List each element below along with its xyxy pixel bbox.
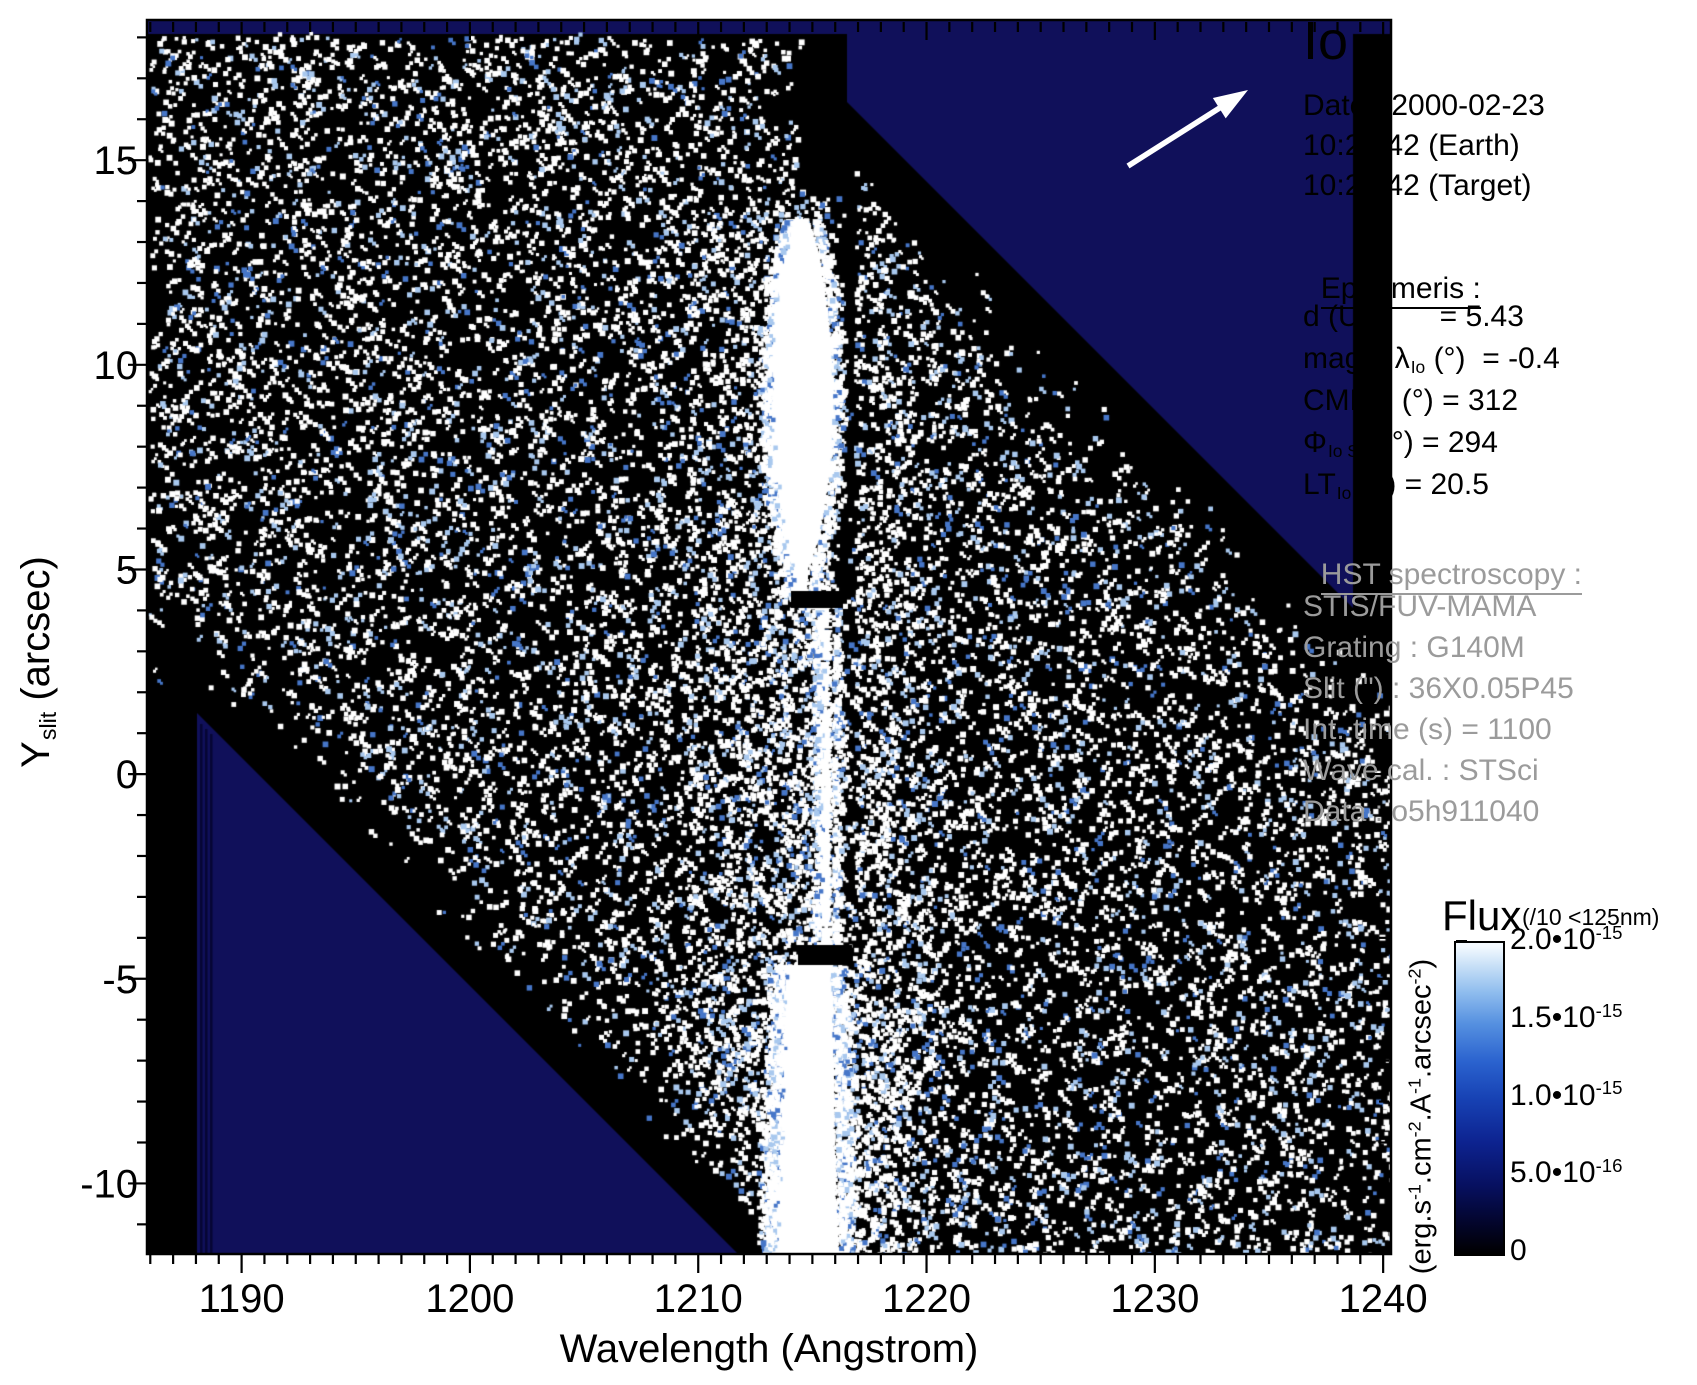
ephemeris-heading: Ephemeris : [1320, 272, 1481, 309]
ephemeris-line: magn. λIo (°) = -0.4 [1303, 342, 1560, 378]
y-tick-label: -5 [102, 958, 138, 1002]
colorbar-tick-label: 5.0•10-16 [1510, 1155, 1623, 1190]
y-axis-title: Yslit (arcsec) [14, 556, 61, 768]
observation-line: 10:24:42 (Earth) [1303, 129, 1520, 162]
ephemeris-line: d (UA) = 5.43 [1303, 300, 1524, 333]
observation-line: Date : 2000-02-23 [1303, 89, 1545, 122]
colorbar-tick-label: 0 [1510, 1234, 1527, 1267]
y-tick-label: 15 [94, 139, 139, 183]
y-tick-label: 0 [116, 753, 138, 797]
ephemeris-line: ΦIo SIII (°) = 294 [1303, 426, 1498, 462]
colorbar-tick-label: 2.0•10-15 [1510, 921, 1623, 956]
ephemeris-line: LTIo (h) = 20.5 [1303, 468, 1489, 504]
y-tick-label: 5 [116, 548, 138, 592]
page-title: Io [1303, 11, 1349, 71]
colorbar-note: (/10 <125nm) [1522, 904, 1660, 930]
colorbar-tick-label: 1.5•10-15 [1510, 999, 1623, 1034]
hst-line: STIS/FUV-MAMA [1303, 590, 1537, 623]
observation-line: 10:24:42 (Target) [1303, 169, 1532, 202]
x-tick-label: 1190 [199, 1277, 285, 1321]
colorbar-tick-label: 1.0•10-15 [1510, 1077, 1623, 1112]
ephemeris-block: d (UA) = 5.43 magn. λIo (°) = -0.4 CMLSIII… [1303, 300, 1560, 510]
hst-line: Int. time (s) = 1100 [1303, 713, 1552, 746]
ephemeris-line: CMLSIII (°) = 312 [1303, 384, 1519, 420]
ephemeris-heading-wrap: Ephemeris : [1303, 254, 1481, 327]
x-tick-label: 1200 [425, 1277, 514, 1321]
x-axis-title: Wavelength (Angstrom) [560, 1327, 979, 1371]
hst-line: Slit (") : 36X0.05P45 [1303, 672, 1574, 705]
y-tick-label: -10 [80, 1162, 138, 1206]
hst-line: Grating : G140M [1303, 631, 1525, 664]
observation-block: Date : 2000-02-23 10:24:42 (Earth) 10:24:4… [1303, 86, 1545, 206]
colorbar-title: Flux [1442, 892, 1522, 939]
hst-block: STIS/FUV-MAMA Grating : G140M Slit (") : 3… [1303, 590, 1574, 836]
spectral-image [148, 21, 1390, 1253]
colorbar-unit-label: (erg.s-1.cm-2.A-1.arcsec-2) [1404, 958, 1438, 1275]
colorbar-gradient [1454, 941, 1505, 1256]
hst-heading-wrap: HST spectroscopy : [1303, 540, 1582, 613]
hst-line: Data : o5h911040 [1303, 795, 1540, 828]
x-tick-label: 1230 [1110, 1277, 1199, 1321]
hst-line: Wave cal. : STSci [1303, 754, 1539, 787]
hst-heading: HST spectroscopy : [1320, 558, 1582, 595]
x-tick-label: 1210 [654, 1277, 743, 1321]
y-tick-label: 10 [94, 344, 139, 388]
x-tick-label: 1220 [882, 1277, 971, 1321]
